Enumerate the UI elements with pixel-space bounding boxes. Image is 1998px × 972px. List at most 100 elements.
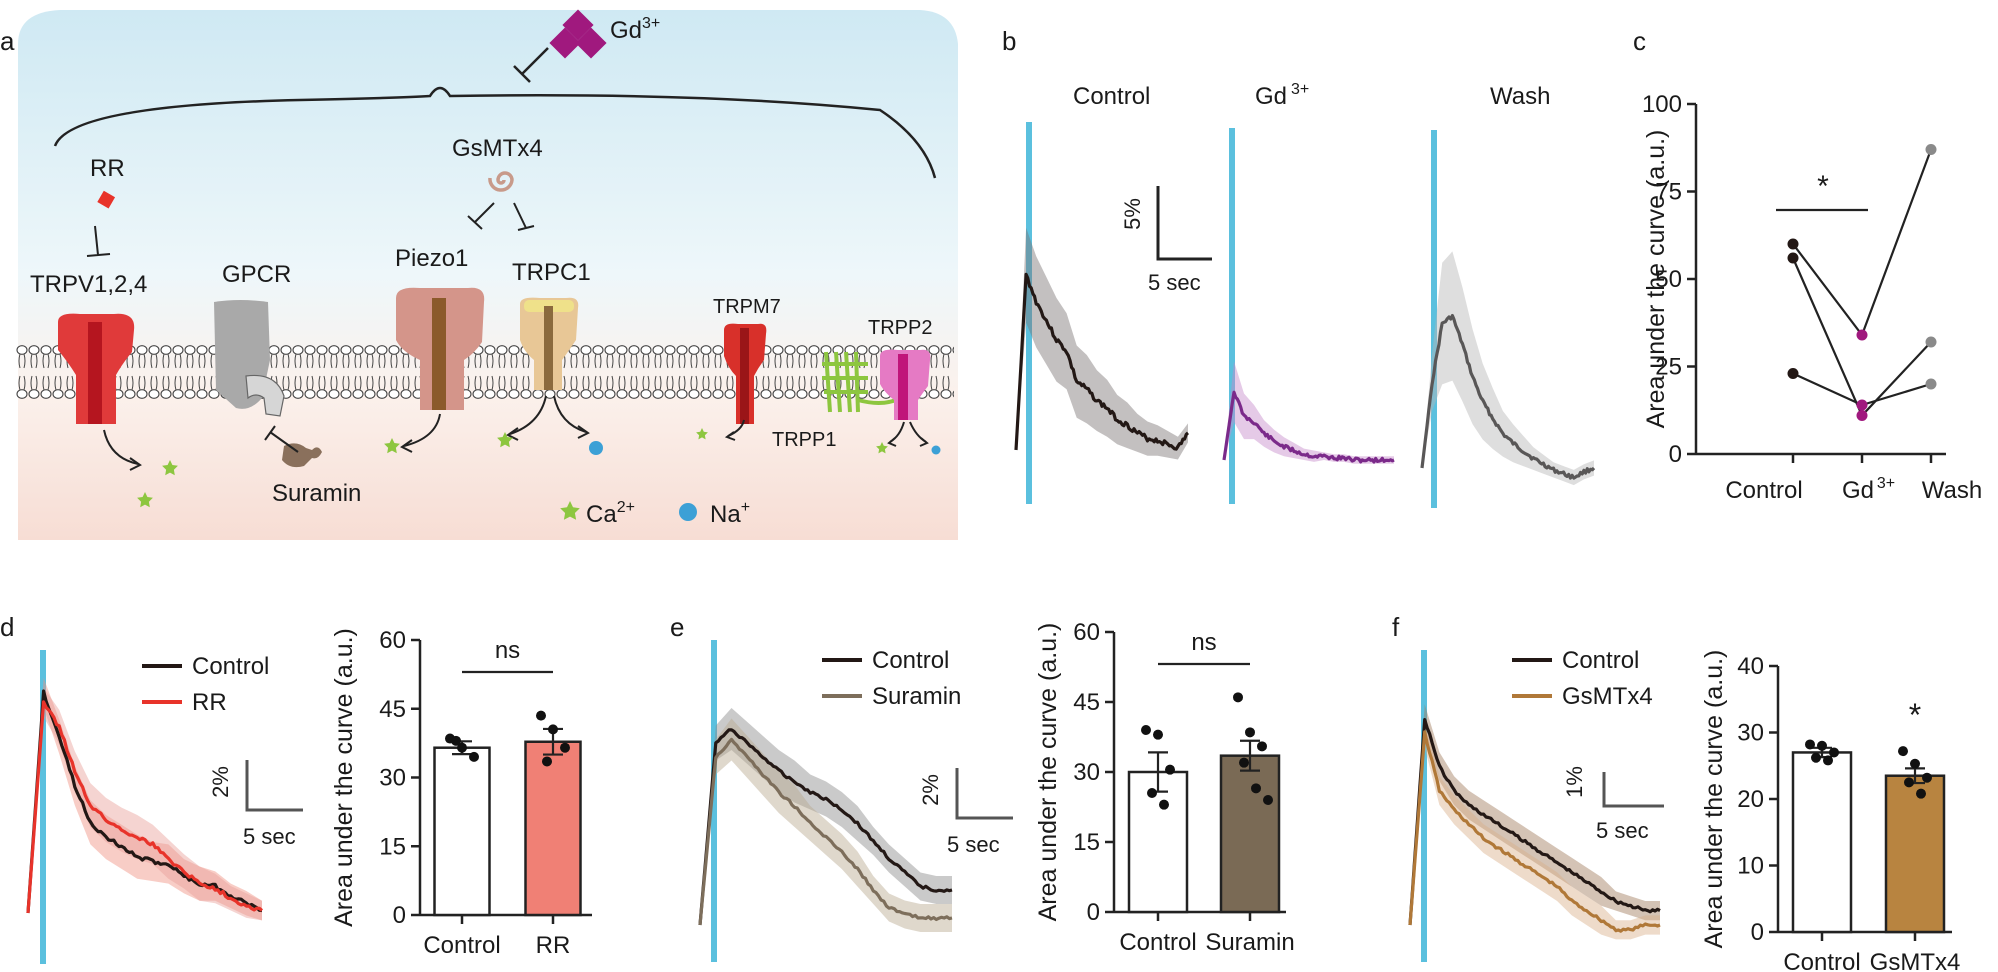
- bar: [524, 740, 582, 917]
- x-tick-label: Control: [1119, 929, 1196, 956]
- y-axis-label: Area under the curve (a.u.): [1034, 623, 1062, 922]
- data-point: [1251, 783, 1261, 794]
- trace-wash: [1420, 130, 1596, 508]
- data-point: [457, 742, 467, 753]
- gsmtx4-inhibit-trpc-icon: [513, 202, 535, 231]
- panel-b: b Control Gd 3+ Wash 5% 5 sec: [1002, 26, 1596, 508]
- data-point: [1811, 752, 1821, 763]
- data-point: [1856, 410, 1868, 421]
- x-tick-label-sup: 3+: [1877, 475, 1895, 492]
- trpv-channel-icon: [58, 313, 135, 424]
- scale-bar-x-label: 5 sec: [1596, 818, 1649, 843]
- y-tick-label: 0: [1087, 899, 1100, 926]
- data-point: [548, 724, 558, 735]
- panel-d: d Control RR 2% 5 sec 0 15 30 45 60 Area unde…: [0, 612, 592, 964]
- data-point: [1823, 755, 1833, 766]
- gsmtx4-label: GsMTx4: [452, 135, 543, 162]
- sem-band: [1410, 718, 1660, 940]
- data-point: [469, 751, 479, 762]
- legend-control-label: Control: [192, 653, 269, 680]
- sem-band: [1016, 227, 1188, 460]
- trace-line: [698, 728, 953, 926]
- y-tick-label: 20: [1737, 786, 1764, 813]
- rr-inhibit-icon: [86, 225, 111, 257]
- data-point: [1153, 729, 1163, 740]
- scale-bar-y-label: 5%: [1120, 198, 1145, 230]
- suramin-molecule-icon: [282, 443, 322, 468]
- sodium-ion-icon: [589, 441, 603, 455]
- sem-band: [700, 708, 952, 925]
- data-point: [1141, 725, 1151, 735]
- data-point: [1233, 692, 1243, 703]
- bar: [433, 746, 491, 917]
- data-point: [1787, 252, 1799, 264]
- panel-b-label: b: [1002, 26, 1016, 56]
- y-tick-label: 45: [1073, 689, 1100, 716]
- data-point: [1263, 795, 1273, 805]
- significance-label: *: [1909, 697, 1921, 733]
- piezo1-label: Piezo1: [395, 245, 468, 272]
- data-point: [542, 756, 552, 767]
- traces-f: [1408, 650, 1661, 962]
- legend-gsmtx4-label: GsMTx4: [1562, 683, 1653, 710]
- panel-c: c 0 25 50 75 100 Area under the curve (a.u.) C…: [1633, 26, 1982, 504]
- trpp2-label: TRPP2: [868, 317, 932, 339]
- y-tick-label: 0: [1669, 441, 1682, 468]
- y-tick-label: 10: [1737, 853, 1764, 880]
- scale-bar: [1156, 186, 1212, 261]
- data-point: [560, 742, 570, 753]
- data-point: [1910, 758, 1920, 769]
- data-point: [1787, 238, 1799, 250]
- suramin-inhibit-icon: [264, 425, 299, 453]
- y-tick-label: 40: [1737, 653, 1764, 680]
- bar: [1219, 754, 1281, 914]
- legend-suramin-label: Suramin: [872, 683, 961, 710]
- y-tick-label: 30: [379, 765, 406, 792]
- panel-a-label: a: [0, 26, 15, 56]
- sem-band: [28, 677, 262, 921]
- y-tick-label: 15: [1073, 829, 1100, 856]
- y-tick-label: 60: [1073, 619, 1100, 646]
- trace-line: [1408, 718, 1661, 926]
- x-tick-label: Control: [423, 932, 500, 959]
- data-point: [1925, 144, 1937, 155]
- scale-bar-y-label: 1%: [1562, 766, 1587, 798]
- trace-line: [1408, 730, 1661, 933]
- y-tick-label: 0: [393, 902, 406, 929]
- gpcr-label: GPCR: [222, 261, 291, 288]
- panel-e-label: e: [670, 612, 684, 642]
- scale-bar-x-label: 5 sec: [947, 832, 1000, 857]
- traces-d: [26, 650, 264, 964]
- trpc1-channel-icon: [520, 297, 579, 390]
- scale-bar: [1602, 772, 1664, 808]
- y-tick-label: 0: [1751, 919, 1764, 946]
- calcium-ion-icon: [696, 428, 708, 440]
- stimulus-bar: [1229, 128, 1235, 504]
- trace-line: [1014, 272, 1190, 451]
- scale-bar: [955, 768, 1013, 820]
- x-tick-label: Gd: [1842, 477, 1874, 504]
- y-tick-label: 60: [379, 627, 406, 654]
- data-point: [451, 735, 461, 746]
- y-tick-label: 50: [1655, 266, 1682, 293]
- data-point: [1245, 727, 1255, 738]
- sem-band: [1410, 704, 1660, 925]
- stimulus-bar: [711, 640, 717, 962]
- sem-band: [1224, 361, 1394, 464]
- y-tick-label: 45: [379, 696, 406, 723]
- gsmtx4-molecule-icon: [488, 171, 514, 192]
- panel-f-label: f: [1392, 612, 1400, 642]
- panel-c-label: c: [1633, 26, 1646, 56]
- legend-control-label: Control: [872, 647, 949, 674]
- data-point: [1922, 772, 1932, 783]
- bar: [1791, 751, 1853, 934]
- calcium-ion-icon: [162, 460, 178, 476]
- data-point: [1856, 399, 1868, 411]
- stimulus-bar: [1431, 130, 1437, 508]
- data-point: [1165, 764, 1175, 775]
- calcium-ion-icon: [560, 501, 580, 520]
- calcium-ion-icon: [137, 492, 153, 508]
- significance-label: ns: [1191, 629, 1216, 656]
- data-point: [1805, 739, 1815, 750]
